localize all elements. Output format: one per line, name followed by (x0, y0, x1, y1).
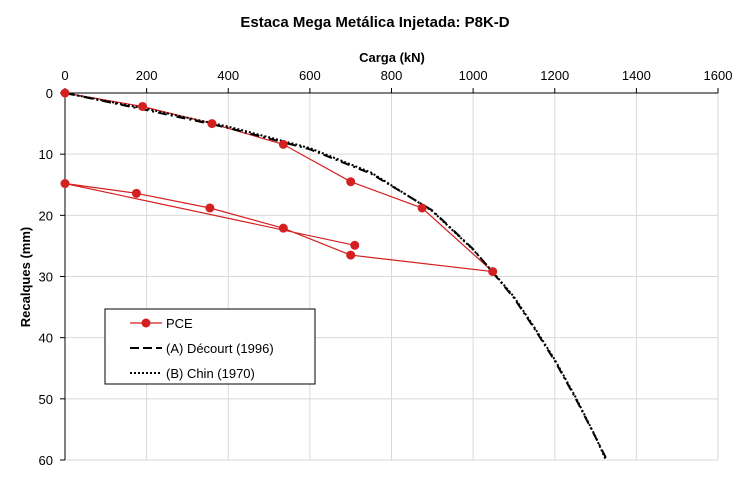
legend-label: PCE (166, 316, 193, 331)
data-point (205, 203, 215, 213)
data-point (60, 179, 70, 189)
y-tick-label: 0 (46, 86, 53, 101)
y-tick-label: 60 (39, 453, 53, 468)
data-point (346, 177, 356, 187)
x-tick-label: 600 (299, 68, 321, 83)
series-line-2 (64, 92, 607, 461)
grid-layer (64, 92, 719, 461)
axes-layer: 0 200 400 600 800 1000 1200 1400 1600 0 10 20 30 40 50… (39, 68, 733, 468)
y-tick-label: 30 (39, 270, 53, 285)
series-line-0 (64, 92, 495, 273)
chart-legend: PCE (A) Décourt (1996) (B) Chin (1970) (104, 308, 316, 385)
legend-label: (A) Décourt (1996) (166, 341, 274, 356)
y-axis-label: Recalques (mm) (18, 227, 33, 327)
data-point (278, 139, 288, 149)
y-tick-label: 40 (39, 331, 53, 346)
x-tick-label: 800 (381, 68, 403, 83)
x-tick-label: 400 (217, 68, 239, 83)
data-point (207, 119, 217, 129)
data-point (417, 203, 427, 213)
legend-marker (141, 318, 151, 328)
legend-box (104, 308, 316, 385)
chart-title: Estaca Mega Metálica Injetada: P8K-D (240, 14, 509, 31)
y-tick-label: 50 (39, 392, 53, 407)
x-tick-label: 1200 (540, 68, 569, 83)
x-tick-label: 1600 (704, 68, 733, 83)
data-point (346, 250, 356, 260)
x-axis-label: Carga (kN) (359, 50, 425, 65)
data-point (278, 223, 288, 233)
data-point (60, 88, 70, 98)
y-tick-label: 20 (39, 208, 53, 223)
data-point (138, 101, 148, 111)
x-tick-label: 1000 (459, 68, 488, 83)
data-point (488, 267, 498, 277)
x-tick-label: 0 (61, 68, 68, 83)
data-point (350, 240, 360, 250)
x-tick-label: 1400 (622, 68, 651, 83)
y-tick-label: 10 (39, 147, 53, 162)
data-point (131, 188, 141, 198)
legend-label: (B) Chin (1970) (166, 366, 255, 381)
series-layer (60, 88, 608, 461)
x-tick-label: 200 (136, 68, 158, 83)
